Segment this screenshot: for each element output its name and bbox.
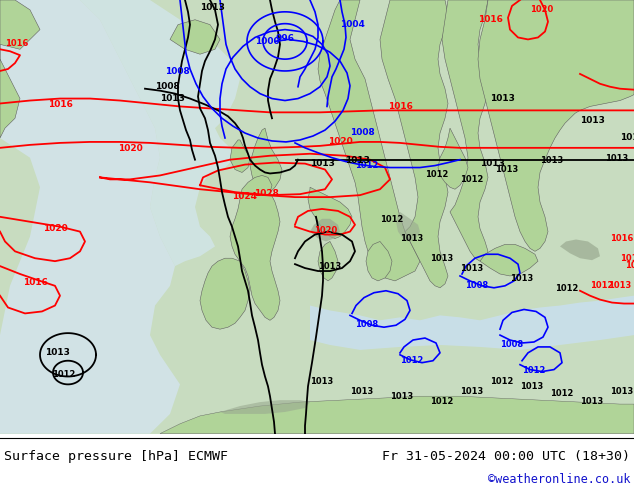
Text: 1013: 1013 xyxy=(310,377,333,387)
Text: 1016: 1016 xyxy=(387,102,413,111)
Text: 1013: 1013 xyxy=(45,348,70,357)
Text: 1004: 1004 xyxy=(340,20,365,28)
Text: 1000: 1000 xyxy=(255,37,280,47)
Text: 1013: 1013 xyxy=(400,234,424,244)
Text: 996: 996 xyxy=(275,34,294,44)
Text: 1020: 1020 xyxy=(118,145,143,153)
Text: 1012: 1012 xyxy=(490,377,514,387)
Text: 1016: 1016 xyxy=(48,100,72,109)
Polygon shape xyxy=(366,242,392,281)
Text: 1013: 1013 xyxy=(620,133,634,142)
Text: 1013: 1013 xyxy=(197,0,220,2)
Text: 1008: 1008 xyxy=(465,281,488,290)
Text: 1012: 1012 xyxy=(522,366,545,374)
Text: 1013: 1013 xyxy=(540,156,563,165)
Text: 1012: 1012 xyxy=(555,284,578,293)
Polygon shape xyxy=(310,295,634,350)
Polygon shape xyxy=(560,240,600,260)
Text: 1013: 1013 xyxy=(580,397,603,406)
Text: 1020: 1020 xyxy=(42,224,67,233)
Text: 1012: 1012 xyxy=(425,171,448,179)
Text: 1013: 1013 xyxy=(520,382,543,392)
Polygon shape xyxy=(0,0,20,138)
Text: 1008: 1008 xyxy=(165,67,190,76)
Text: 1013: 1013 xyxy=(350,387,373,396)
Polygon shape xyxy=(442,0,488,261)
Polygon shape xyxy=(380,0,448,288)
Text: 1016: 1016 xyxy=(5,39,29,49)
Text: 1013: 1013 xyxy=(160,94,185,102)
Text: 1013: 1013 xyxy=(460,264,483,273)
Polygon shape xyxy=(310,219,340,242)
Text: 1016: 1016 xyxy=(610,234,633,244)
Text: 1013: 1013 xyxy=(200,3,225,12)
Text: 1016: 1016 xyxy=(23,278,48,287)
Text: Fr 31-05-2024 00:00 UTC (18+30): Fr 31-05-2024 00:00 UTC (18+30) xyxy=(382,450,630,463)
Text: 1013: 1013 xyxy=(610,387,633,396)
Text: 1013: 1013 xyxy=(510,274,533,283)
Text: 1008: 1008 xyxy=(355,320,378,329)
Text: 1013: 1013 xyxy=(480,159,505,168)
Polygon shape xyxy=(170,20,220,54)
Polygon shape xyxy=(80,0,240,266)
Text: 1012: 1012 xyxy=(355,161,378,170)
Text: 1008: 1008 xyxy=(500,340,523,349)
Text: ©weatheronline.co.uk: ©weatheronline.co.uk xyxy=(488,473,630,487)
Text: 1016: 1016 xyxy=(477,15,502,24)
Text: 1028: 1028 xyxy=(254,189,278,197)
Text: 1013: 1013 xyxy=(345,156,370,165)
Polygon shape xyxy=(318,0,420,281)
Text: 1012: 1012 xyxy=(625,261,634,270)
Text: 1020: 1020 xyxy=(531,5,553,14)
Polygon shape xyxy=(230,175,280,320)
Polygon shape xyxy=(318,242,338,281)
Text: 1008: 1008 xyxy=(350,128,375,137)
Text: 1013: 1013 xyxy=(620,254,634,263)
Text: 1020: 1020 xyxy=(328,137,353,147)
Polygon shape xyxy=(438,128,468,189)
Polygon shape xyxy=(0,0,180,434)
Polygon shape xyxy=(230,140,250,172)
Text: 1013: 1013 xyxy=(318,262,342,271)
Text: 1008: 1008 xyxy=(155,82,180,91)
Text: 1012: 1012 xyxy=(400,356,424,365)
Polygon shape xyxy=(308,187,352,239)
Text: 1013: 1013 xyxy=(490,94,515,102)
Polygon shape xyxy=(250,128,282,195)
Polygon shape xyxy=(0,0,40,49)
Text: 1012: 1012 xyxy=(430,397,453,406)
Text: 1013: 1013 xyxy=(605,154,628,163)
Polygon shape xyxy=(396,212,420,242)
Text: Surface pressure [hPa] ECMWF: Surface pressure [hPa] ECMWF xyxy=(4,450,228,463)
Text: 1013: 1013 xyxy=(460,387,483,396)
Text: 1013: 1013 xyxy=(495,166,518,174)
Text: 1020: 1020 xyxy=(314,225,338,235)
Polygon shape xyxy=(160,396,634,434)
Text: 1013: 1013 xyxy=(430,254,453,263)
Text: 1013: 1013 xyxy=(608,281,631,290)
Polygon shape xyxy=(220,400,310,414)
Polygon shape xyxy=(480,245,538,276)
Text: 1020: 1020 xyxy=(595,0,618,2)
Text: 1012: 1012 xyxy=(380,215,403,224)
Text: 1012: 1012 xyxy=(52,370,75,379)
Text: 1013: 1013 xyxy=(390,392,413,401)
Text: 1013: 1013 xyxy=(310,159,335,168)
Text: 1012: 1012 xyxy=(550,389,573,398)
Text: 1012: 1012 xyxy=(590,281,613,290)
Polygon shape xyxy=(200,258,250,329)
Text: 1024: 1024 xyxy=(233,192,257,200)
Polygon shape xyxy=(478,0,634,251)
Text: 1013: 1013 xyxy=(580,116,605,125)
Text: 1012: 1012 xyxy=(460,175,483,184)
